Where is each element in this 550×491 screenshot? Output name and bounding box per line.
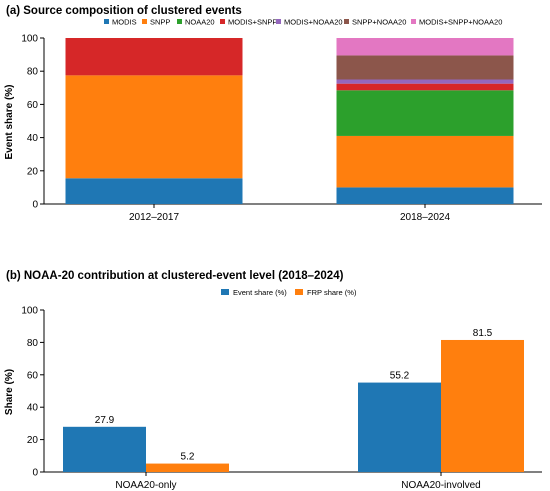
- bar-noaa20-only-event-share: [63, 426, 146, 472]
- panel-b-x-tick-label: NOAA20-involved: [401, 480, 480, 491]
- bar-2012-2017-snpp: [65, 75, 243, 179]
- panel-b: (b) NOAA-20 contribution at clustered-ev…: [4, 270, 542, 491]
- data-label-noaa20-involved-event-share: 55.2: [390, 371, 410, 382]
- panel-a-y-axis-label: Event share (%): [4, 84, 15, 159]
- data-label-noaa20-involved-frp-share: 81.5: [473, 328, 493, 339]
- bar-noaa20-involved-frp-share: [441, 339, 524, 472]
- panel-a-x-tick-label: 2012–2017: [129, 212, 179, 223]
- legend-label-modis-snpp-noaa20: MODIS+SNPP+NOAA20: [419, 18, 502, 27]
- panel-b-title: (b) NOAA-20 contribution at clustered-ev…: [6, 270, 344, 282]
- legend-label-modis: MODIS: [112, 18, 137, 27]
- bar-2018-2024-modis-snpp-noaa20: [336, 38, 514, 56]
- panel-b-x-tick-label: NOAA20-only: [115, 480, 176, 491]
- legend-swatch-snpp: [142, 19, 147, 24]
- legend-label-snpp: SNPP: [150, 18, 170, 27]
- panel-b-legend: Event share (%) FRP share (%): [221, 288, 357, 297]
- bar-2012-2017-modis-snpp: [65, 38, 243, 76]
- bar-noaa20-involved-event-share: [358, 382, 441, 472]
- legend-label-frp-share: FRP share (%): [307, 288, 357, 297]
- legend-label-modis-snpp: MODIS+SNPP: [228, 18, 277, 27]
- panel-b-y-tick-label: 40: [27, 403, 39, 414]
- panel-a-y-tick-label: 0: [32, 200, 38, 211]
- legend-swatch-event-share: [221, 289, 229, 295]
- bar-2018-2024-noaa20: [336, 90, 514, 136]
- panel-a-y-tick-label: 60: [27, 100, 39, 111]
- panel-b-plot: 0 20 40 60 80 100 27.9 5.2 NOAA20-only 55.2 81.5 NO…: [21, 306, 542, 491]
- legend-swatch-frp-share: [295, 289, 303, 295]
- bar-2018-2024-snpp-noaa20: [336, 55, 514, 80]
- panel-a: (a) Source composition of clustered even…: [4, 5, 542, 223]
- panel-a-title: (a) Source composition of clustered even…: [6, 5, 242, 17]
- legend-swatch-modis: [104, 19, 109, 24]
- panel-b-y-tick-label: 100: [21, 306, 38, 317]
- legend-label-snpp-noaa20: SNPP+NOAA20: [352, 18, 406, 27]
- legend-swatch-snpp-noaa20: [344, 19, 349, 24]
- legend-swatch-modis-noaa20: [276, 19, 281, 24]
- legend-label-noaa20: NOAA20: [185, 18, 215, 27]
- panel-a-plot: 0 20 40 60 80 100 2012–2017 2018–2024: [21, 34, 542, 223]
- bar-2018-2024-modis-noaa20: [336, 79, 514, 84]
- legend-swatch-noaa20: [177, 19, 182, 24]
- legend-swatch-modis-snpp-noaa20: [411, 19, 416, 24]
- data-label-noaa20-only-event-share: 27.9: [95, 415, 115, 426]
- panel-a-y-tick-label: 20: [27, 166, 39, 177]
- panel-a-legend: MODIS SNPP NOAA20 MODIS+SNPP MODIS+NOAA20 SNP…: [104, 18, 502, 27]
- panel-a-y-tick-label: 100: [21, 34, 38, 45]
- panel-b-y-tick-label: 60: [27, 370, 39, 381]
- legend-label-modis-noaa20: MODIS+NOAA20: [284, 18, 343, 27]
- bar-2012-2017-modis: [65, 178, 243, 204]
- bar-2018-2024-snpp: [336, 135, 514, 188]
- legend-label-event-share: Event share (%): [233, 288, 287, 297]
- panel-a-x-tick-label: 2018–2024: [400, 212, 450, 223]
- panel-b-y-axis-label: Share (%): [4, 369, 15, 415]
- panel-a-y-tick-label: 40: [27, 133, 39, 144]
- bar-2018-2024-modis: [336, 187, 514, 204]
- panel-b-y-tick-label: 80: [27, 338, 39, 349]
- panel-b-y-tick-label: 0: [32, 468, 38, 479]
- panel-b-y-tick-label: 20: [27, 435, 39, 446]
- bar-2018-2024-modis-snpp: [336, 83, 514, 91]
- bar-noaa20-only-frp-share: [146, 463, 229, 472]
- data-label-noaa20-only-frp-share: 5.2: [181, 452, 195, 463]
- legend-swatch-modis-snpp: [220, 19, 225, 24]
- panel-a-y-tick-label: 80: [27, 67, 39, 78]
